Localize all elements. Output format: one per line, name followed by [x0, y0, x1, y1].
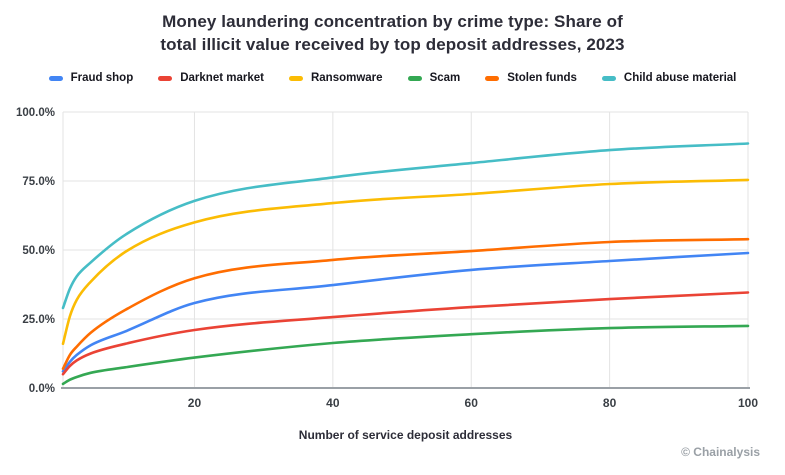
- y-tick-label: 75.0%: [22, 176, 55, 188]
- x-tick-label: 40: [326, 396, 340, 410]
- y-tick-label: 50.0%: [22, 245, 55, 257]
- legend-label: Fraud shop: [70, 72, 134, 84]
- attribution: © Chainalysis: [681, 445, 760, 459]
- legend-swatch-ransomware: [288, 75, 303, 81]
- series-line-stolen-funds[interactable]: [61, 237, 750, 370]
- legend-item-stolen-funds[interactable]: Stolen funds: [485, 72, 577, 84]
- series-line-ransomware[interactable]: [61, 178, 750, 346]
- legend-item-darknet-market[interactable]: Darknet market: [158, 72, 264, 84]
- x-tick-label: 20: [188, 396, 202, 410]
- x-tick-label: 60: [465, 396, 479, 410]
- legend-swatch-darknet-market: [158, 75, 173, 81]
- series-line-scam[interactable]: [61, 324, 750, 386]
- legend-item-scam[interactable]: Scam: [407, 72, 461, 84]
- x-tick-label: 80: [603, 396, 617, 410]
- legend-swatch-fraud-shop: [48, 75, 63, 81]
- x-axis-title: Number of service deposit addresses: [298, 428, 513, 442]
- chart-title: Money laundering concentration by crime …: [160, 12, 625, 54]
- legend-label: Darknet market: [180, 72, 264, 84]
- y-tick-label: 25.0%: [22, 314, 55, 326]
- series-line-fraud-shop[interactable]: [61, 251, 750, 373]
- series-line-darknet-market[interactable]: [61, 291, 750, 376]
- y-tick-label: 0.0%: [29, 383, 55, 395]
- x-tick-label: 100: [738, 396, 758, 410]
- series-line-child-abuse-material[interactable]: [61, 142, 750, 310]
- y-tick-label: 100.0%: [16, 107, 55, 119]
- legend-item-ransomware[interactable]: Ransomware: [288, 72, 383, 84]
- legend-item-child-abuse-material[interactable]: Child abuse material: [601, 72, 737, 84]
- legend-item-fraud-shop[interactable]: Fraud shop: [48, 72, 134, 84]
- legend-label: Scam: [429, 72, 461, 84]
- legend-label: Child abuse material: [623, 72, 737, 84]
- legend-label: Ransomware: [310, 72, 383, 84]
- legend: Fraud shop Darknet market Ransomware Scam St…: [0, 72, 785, 84]
- legend-label: Stolen funds: [507, 72, 577, 84]
- legend-swatch-scam: [407, 75, 422, 81]
- legend-swatch-stolen-funds: [485, 75, 500, 81]
- legend-swatch-child-abuse-material: [601, 75, 616, 81]
